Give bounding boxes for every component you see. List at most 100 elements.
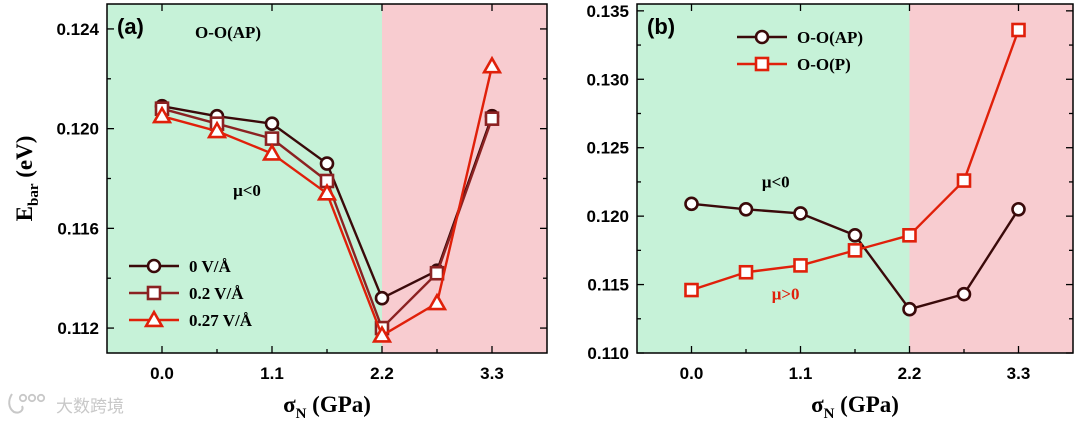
x-tick-label: 0.0 xyxy=(150,364,174,383)
y-tick-label: 0.116 xyxy=(57,219,99,238)
data-point xyxy=(793,206,808,221)
data-point xyxy=(793,258,808,273)
panel-a-xlabel: σN (GPa) xyxy=(283,392,371,422)
legend-marker xyxy=(146,258,162,274)
x-tick-label: 2.2 xyxy=(898,364,922,383)
legend-marker xyxy=(754,56,770,72)
legend-item: 0.2 V/Å xyxy=(129,284,244,303)
region-mu-positive xyxy=(382,4,547,353)
y-tick-label: 0.130 xyxy=(586,70,629,89)
xlabel-unit: (GPa) xyxy=(834,392,899,417)
data-point xyxy=(429,265,445,281)
annotation: μ>0 xyxy=(772,285,800,304)
y-tick-label: 0.115 xyxy=(587,276,629,295)
legend-item: O-O(P) xyxy=(737,55,851,74)
watermark-logo-icon xyxy=(8,393,46,414)
data-point xyxy=(371,325,393,343)
x-tick-label: 3.3 xyxy=(1007,364,1031,383)
data-point xyxy=(481,55,503,74)
panel-a-label: (a) xyxy=(117,14,144,39)
legend-label: O-O(AP) xyxy=(797,28,863,47)
data-point xyxy=(1011,22,1026,38)
region-mu-positive xyxy=(909,4,1073,353)
x-tick-label: 1.1 xyxy=(260,364,284,383)
xlabel-main: σ xyxy=(283,392,296,417)
y-tick-label: 0.120 xyxy=(56,120,99,139)
data-point xyxy=(319,156,335,171)
panel-a-legend: 0 V/Å 0.2 V/Å 0.27 V/Å xyxy=(129,257,253,330)
watermark-text: 大数跨境 xyxy=(56,397,124,417)
x-tick-label: 0.0 xyxy=(680,364,704,383)
panel-b-regions xyxy=(637,4,1073,353)
xlabel-unit: (GPa) xyxy=(306,392,371,417)
panel-a: 0.0 1.1 2.2 3.3 0.112 0.116 0.120 0.124 (a) O-O… xyxy=(12,3,548,422)
y-tick-label: 0.112 xyxy=(57,319,99,338)
x-tick-label: 3.3 xyxy=(480,364,504,383)
xlabel-sub: N xyxy=(824,406,835,422)
data-point xyxy=(847,227,863,243)
ylabel-main: E xyxy=(12,206,37,221)
watermark: 大数跨境 xyxy=(8,393,124,417)
legend-item: O-O(AP) xyxy=(737,28,863,47)
data-point xyxy=(264,116,280,131)
data-point xyxy=(902,227,917,243)
data-point xyxy=(956,173,972,188)
x-tick-label: 1.1 xyxy=(789,364,813,383)
region-mu-negative xyxy=(637,4,910,353)
legend-label: 0.2 V/Å xyxy=(189,284,244,303)
annotation: μ<0 xyxy=(233,181,261,200)
legend-marker xyxy=(146,285,162,301)
y-tick-label: 0.110 xyxy=(587,344,629,363)
legend-label: O-O(P) xyxy=(797,55,851,74)
annotation: μ<0 xyxy=(762,172,790,191)
y-tick-label: 0.120 xyxy=(586,207,629,226)
data-point xyxy=(426,292,448,311)
x-tick-label: 2.2 xyxy=(370,364,394,383)
y-tick-label: 0.124 xyxy=(56,20,99,39)
panel-b-series xyxy=(684,22,1026,317)
panel-b: 0.0 1.1 2.2 3.3 0.110 0.115 0.120 0.125 0.130 0.1… xyxy=(586,2,1074,422)
data-point xyxy=(261,143,283,161)
data-point xyxy=(738,264,754,280)
y-tick-label: 0.125 xyxy=(586,139,629,158)
y-tick-label: 0.135 xyxy=(586,2,629,21)
data-point xyxy=(374,290,390,306)
data-point xyxy=(902,301,917,317)
legend-marker xyxy=(754,29,770,45)
panel-a-series xyxy=(151,55,503,343)
series-O-O-AP- xyxy=(684,196,1026,317)
panel-b-ticks: 0.0 1.1 2.2 3.3 0.110 0.115 0.120 0.125 0.130 0.1… xyxy=(586,2,1073,383)
data-point xyxy=(684,282,699,298)
ylabel-sub: bar xyxy=(26,183,42,206)
xlabel-main: σ xyxy=(811,392,824,417)
panel-a-ylabel: Ebar (eV) xyxy=(12,136,42,222)
panel-a-annotations: μ<0 xyxy=(233,181,261,200)
data-point xyxy=(206,120,228,139)
data-point xyxy=(684,196,699,212)
panel-b-label: (b) xyxy=(647,14,675,39)
series-0.27-V- xyxy=(151,55,503,343)
panel-b-legend: O-O(AP) O-O(P) xyxy=(737,28,863,74)
panel-b-xlabel: σN (GPa) xyxy=(811,392,899,422)
data-point xyxy=(1011,201,1026,217)
legend-item: 0.27 V/Å xyxy=(129,309,253,330)
data-point xyxy=(151,105,173,124)
ylabel-unit: (eV) xyxy=(12,136,37,184)
data-point xyxy=(316,182,338,201)
region-mu-negative xyxy=(107,4,382,353)
legend-label: 0.27 V/Å xyxy=(189,311,253,330)
series-O-O-P- xyxy=(684,22,1026,298)
data-point xyxy=(956,286,972,302)
xlabel-sub: N xyxy=(296,406,307,422)
panel-a-ticks: 0.0 1.1 2.2 3.3 0.112 0.116 0.120 0.124 xyxy=(56,4,547,383)
data-point xyxy=(738,201,754,217)
data-point xyxy=(264,131,280,146)
data-point xyxy=(847,243,863,258)
legend-marker xyxy=(143,309,165,328)
panel-b-annotations: μ<0 μ>0 xyxy=(762,172,800,303)
panel-a-title: O-O(AP) xyxy=(195,23,261,42)
data-point xyxy=(484,111,500,126)
legend-label: 0 V/Å xyxy=(189,257,231,276)
legend-item: 0 V/Å xyxy=(129,257,231,276)
